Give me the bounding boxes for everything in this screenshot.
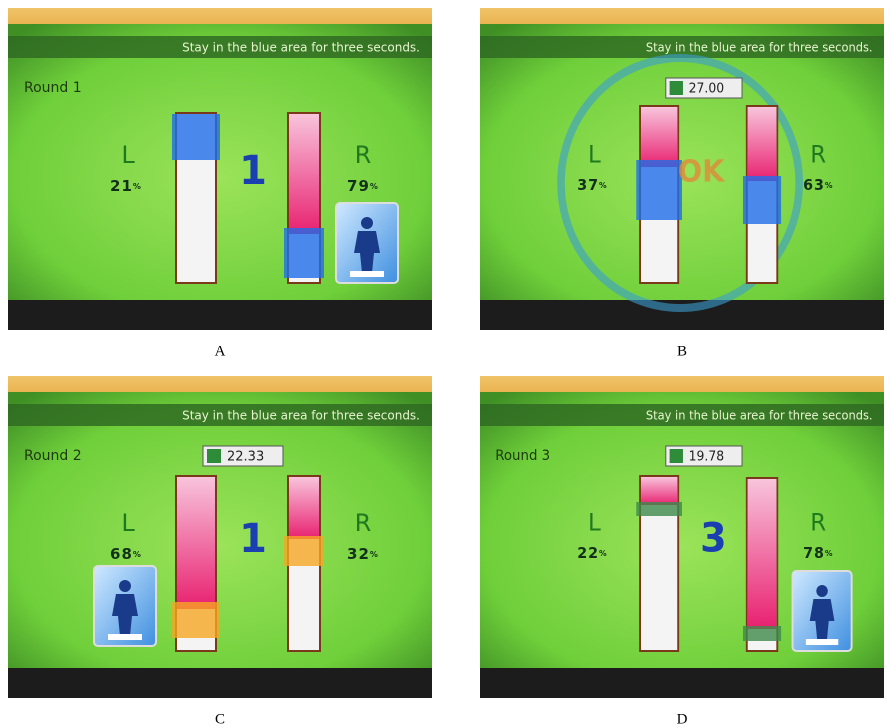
round-label: Round 1 (24, 80, 82, 96)
target-zone (636, 502, 682, 516)
left-unit: % (133, 182, 142, 191)
pose-head (361, 217, 373, 229)
wall (8, 376, 432, 394)
left-unit: % (599, 549, 608, 558)
instruction-banner (480, 404, 884, 426)
instruction-banner (480, 36, 884, 58)
right-percent: 63% (803, 177, 833, 194)
left-value: 68 (110, 545, 133, 563)
instruction: Stay in the blue area for three seconds. (646, 408, 873, 422)
caption: D (677, 711, 688, 727)
left-percent: 68% (110, 545, 142, 563)
ok-sign: OK (678, 154, 726, 189)
count: 3 (700, 516, 727, 562)
left-label: L (588, 508, 601, 537)
left-percent: 21% (110, 177, 142, 195)
target-ring (557, 54, 804, 312)
screen-photo: Stay in the blue area for three seconds.… (8, 8, 432, 330)
left-value: 21 (110, 177, 133, 195)
right-value: 32 (347, 545, 370, 563)
target-zone (742, 626, 782, 641)
pose-body (112, 594, 138, 636)
tv-bezel (8, 300, 432, 330)
round-label: Round 3 (495, 448, 550, 464)
gauge-fill (289, 114, 319, 234)
pose-board (350, 271, 384, 277)
target-zone (172, 602, 220, 638)
target-zone (742, 176, 782, 224)
caption: A (215, 343, 226, 359)
round-label: Round 2 (24, 448, 82, 464)
timer-box (665, 445, 743, 467)
target-zone (284, 228, 324, 278)
pose-head (119, 580, 131, 592)
left-percent: 22% (577, 545, 607, 562)
gauge-fill (641, 477, 678, 505)
pose-body (354, 231, 380, 273)
gauge-fill (177, 477, 215, 609)
right-value: 79 (347, 177, 370, 195)
caption: C (215, 711, 225, 727)
timer: 19.78 (689, 448, 724, 463)
right-unit: % (825, 549, 834, 558)
tv-bezel (480, 668, 884, 698)
left-label: L (588, 140, 601, 169)
timer: 22.33 (227, 450, 264, 465)
left-label: L (121, 509, 135, 537)
screen-photo: Stay in the blue area for three seconds.… (480, 8, 884, 330)
right-percent: 78% (803, 545, 833, 562)
right-label: R (810, 140, 826, 169)
right-unit: % (370, 182, 379, 191)
tv-bezel (8, 668, 432, 698)
wall (480, 8, 884, 26)
timer-icon (207, 449, 221, 463)
gauge-fill (747, 107, 777, 181)
count: 1 (239, 516, 267, 562)
right-value: 78 (803, 545, 825, 562)
pose-board (108, 634, 142, 640)
instruction: Stay in the blue area for three seconds. (182, 41, 420, 55)
gauge-fill (289, 477, 319, 539)
right-label: R (355, 141, 372, 169)
instruction: Stay in the blue area for three seconds. (646, 40, 873, 54)
count: 1 (239, 148, 267, 194)
right-percent: 79% (347, 177, 379, 195)
screen-photo: Stay in the blue area for three seconds.… (480, 376, 884, 698)
right-unit: % (370, 550, 379, 559)
screen-photo: Stay in the blue area for three seconds.… (8, 376, 432, 698)
target-zone (284, 536, 324, 566)
instruction-banner (8, 36, 432, 58)
right-label: R (355, 509, 372, 537)
target-zone (636, 160, 682, 220)
timer-box (665, 77, 743, 99)
left-value: 22 (577, 545, 599, 562)
pose-body (809, 599, 835, 641)
right-label: R (810, 508, 826, 537)
timer-icon (669, 81, 683, 95)
right-value: 63 (803, 177, 825, 194)
caption: B (677, 343, 687, 359)
timer: 27.00 (689, 80, 724, 95)
left-label: L (121, 141, 135, 169)
left-unit: % (599, 181, 608, 190)
instruction: Stay in the blue area for three seconds. (182, 409, 420, 423)
left-value: 37 (577, 177, 599, 194)
wall (480, 376, 884, 394)
timer-icon (669, 449, 683, 463)
gauge-fill (747, 479, 777, 629)
right-unit: % (825, 181, 834, 190)
right-percent: 32% (347, 545, 379, 563)
gauge-fill (641, 107, 678, 167)
timer-box (202, 445, 284, 467)
left-unit: % (133, 550, 142, 559)
left-percent: 37% (577, 177, 607, 194)
instruction-banner (8, 404, 432, 426)
wall (8, 8, 432, 26)
pose-board (805, 639, 839, 645)
target-zone (172, 114, 220, 160)
pose-head (816, 585, 828, 597)
